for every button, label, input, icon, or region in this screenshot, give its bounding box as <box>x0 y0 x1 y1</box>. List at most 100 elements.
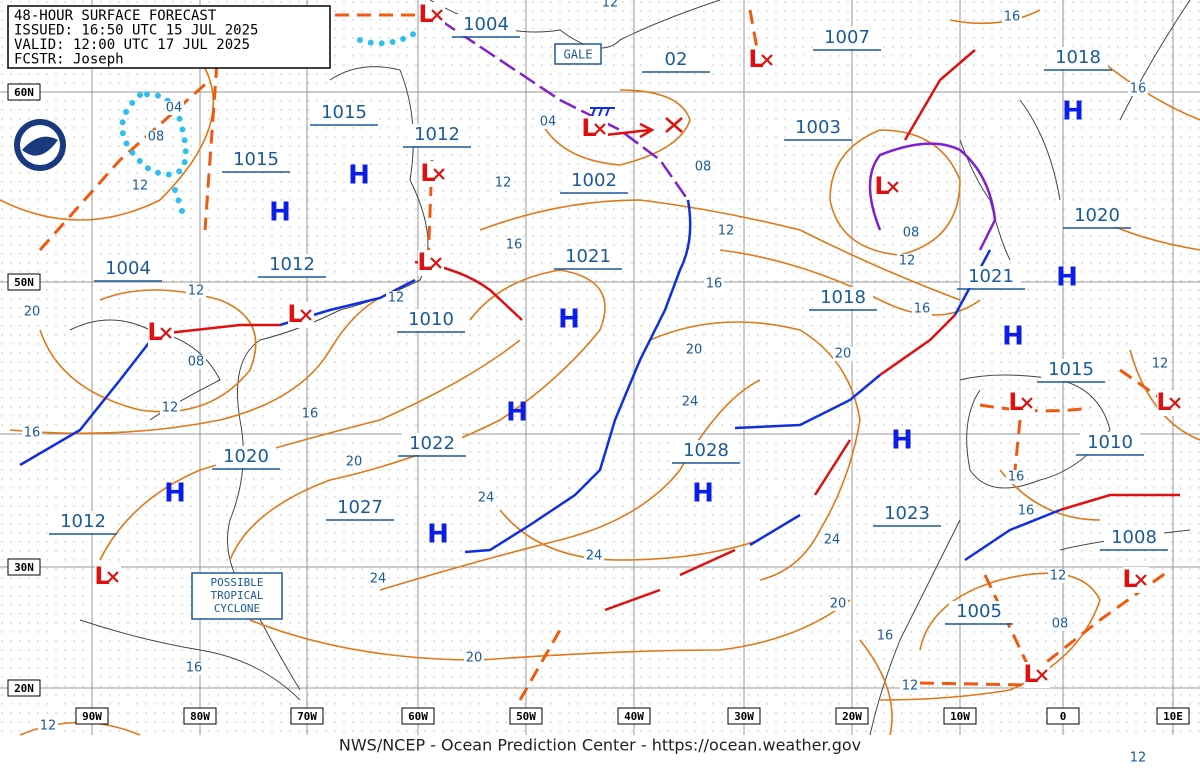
isobar-label-bg <box>1016 504 1036 518</box>
pressure-label-bg <box>558 246 618 268</box>
high-pressure-center: H <box>164 479 186 509</box>
low-pressure-center: L <box>874 172 889 200</box>
isobar-label-bg <box>164 101 184 115</box>
high-pressure-center: H <box>558 305 580 335</box>
pressure-label-bg <box>1104 527 1164 549</box>
low-pressure-center: L <box>94 562 109 590</box>
lon-label-box <box>1156 707 1190 725</box>
isobar-label-bg <box>1128 751 1148 765</box>
low-position-mark <box>433 168 445 180</box>
isobar-label-bg <box>186 355 206 369</box>
high-pressure-center: H <box>427 520 449 550</box>
high-pressure-center: H <box>1056 263 1078 293</box>
pressure-label: 02 <box>665 49 688 70</box>
lon-label: 90W <box>82 710 102 723</box>
pressure-label: 1015 <box>321 102 367 123</box>
pressure-label: 1028 <box>683 440 729 461</box>
isobar-label-bg <box>386 291 406 305</box>
isobar-label: 16 <box>877 629 894 644</box>
pressure-label-bg <box>53 511 113 533</box>
low-pressure-center: L <box>1008 388 1023 416</box>
footer: NWS/NCEP - Ocean Prediction Center - htt… <box>339 736 861 755</box>
pressure-label: 1003 <box>795 117 841 138</box>
low-position-mark <box>300 309 312 321</box>
header-box <box>7 5 331 69</box>
lat-label-box <box>7 679 41 697</box>
isobar-label: 16 <box>1008 470 1025 485</box>
isobar-label-bg <box>186 284 206 298</box>
isobar-label: 16 <box>1018 504 1035 519</box>
lon-label-box <box>943 707 977 725</box>
isobar-label-bg <box>1128 82 1148 96</box>
lon-label: 60W <box>408 710 428 723</box>
isobar-label-bg <box>22 305 42 319</box>
isobar-label: 16 <box>706 277 723 292</box>
tropical-label: POSSIBLE <box>211 576 264 589</box>
header-line: VALID: 12:00 UTC 17 JUL 2025 <box>14 37 250 53</box>
low-pressure-center: L <box>1156 388 1171 416</box>
pressure-label-bg <box>877 503 937 525</box>
low-bg <box>419 2 445 28</box>
isobar-label-bg <box>493 176 513 190</box>
isobar-label-bg <box>476 491 496 505</box>
isobar-label: 12 <box>718 224 735 239</box>
pressure-label: 1012 <box>269 254 315 275</box>
lat-label: 50N <box>14 276 34 289</box>
isobar-label: 20 <box>686 343 703 358</box>
high-pressure-center: H <box>269 198 291 228</box>
isobar-label-bg <box>504 238 524 252</box>
isobar-label-bg <box>130 179 150 193</box>
pressure-label-bg <box>1048 47 1108 69</box>
lat-label: 20N <box>14 682 34 695</box>
lon-label-box <box>401 707 435 725</box>
pressure-label: 1012 <box>60 511 106 532</box>
lat-label: 30N <box>14 561 34 574</box>
isobar-label: 16 <box>24 426 41 441</box>
pressure-label: 1002 <box>571 170 617 191</box>
high-pressure-center: H <box>891 426 913 456</box>
tropical-label: TROPICAL <box>211 589 264 602</box>
pressure-label: 1004 <box>463 14 509 35</box>
lon-label-box <box>509 707 543 725</box>
pressure-label: 1018 <box>1055 47 1101 68</box>
low-bg <box>148 320 174 346</box>
low-forecast-position <box>665 117 683 133</box>
pressure-label-bg <box>401 309 461 331</box>
lon-label: 0 <box>1060 710 1067 723</box>
pressure-label: 1020 <box>1074 205 1120 226</box>
isobar-label-bg <box>184 661 204 675</box>
low-pressure-center: L <box>1023 660 1038 688</box>
pressure-label-bg <box>262 254 322 276</box>
low-position-mark <box>594 123 606 135</box>
lon-label-box <box>75 707 109 725</box>
isobar-label-bg <box>22 426 42 440</box>
isobar-label-bg <box>833 347 853 361</box>
dry-line <box>119 27 423 223</box>
isobar-label: 12 <box>188 284 205 299</box>
pressure-label-bg <box>402 433 462 455</box>
lon-label: 20W <box>842 710 862 723</box>
lon-label-box <box>617 707 651 725</box>
pressure-label: 1027 <box>337 497 383 518</box>
lon-label-box <box>290 707 324 725</box>
isobar-label: 04 <box>540 115 557 130</box>
isobar-label: 12 <box>899 254 916 269</box>
isobar-label-bg <box>344 455 364 469</box>
isobar-label-bg <box>368 572 388 586</box>
pressure-label: 1012 <box>414 124 460 145</box>
isobar-label: 24 <box>586 549 603 564</box>
isobar-label-bg <box>828 597 848 611</box>
isobar-label-bg <box>704 277 724 291</box>
pressure-label-bg <box>1080 432 1140 454</box>
pressure-label: 1021 <box>565 246 611 267</box>
pressure-label: 1020 <box>223 446 269 467</box>
pressure-label: 1015 <box>233 149 279 170</box>
lon-label: 50W <box>516 710 536 723</box>
pressure-label-bg <box>314 102 374 124</box>
low-bg <box>1009 390 1035 416</box>
low-bg <box>875 174 901 200</box>
isobar-label: 12 <box>162 401 179 416</box>
lon-label-box <box>183 707 217 725</box>
low-bg <box>1024 662 1050 688</box>
